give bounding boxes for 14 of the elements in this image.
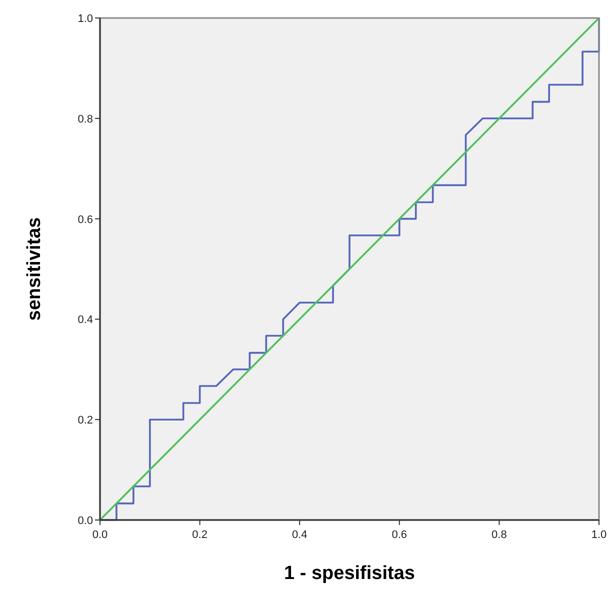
y-tick-label: 0.0 xyxy=(78,515,93,527)
x-tick-label: 0.4 xyxy=(292,529,308,541)
x-tick-label: 0.8 xyxy=(492,529,507,541)
y-tick-label: 0.4 xyxy=(78,314,93,326)
x-tick-label: 1.0 xyxy=(591,529,607,541)
x-tick-label: 0.0 xyxy=(92,529,108,541)
y-tick-label: 0.8 xyxy=(78,113,93,126)
x-tick-label: 0.2 xyxy=(192,529,208,541)
y-tick-label: 0.6 xyxy=(78,214,93,226)
y-tick-label: 1.0 xyxy=(78,13,93,25)
x-axis-title: 1 - spesifisitas xyxy=(284,563,415,584)
x-tick-label: 0.6 xyxy=(392,529,408,541)
y-tick-label: 0.2 xyxy=(78,414,93,427)
y-axis-title: sensitivitas xyxy=(24,217,45,321)
